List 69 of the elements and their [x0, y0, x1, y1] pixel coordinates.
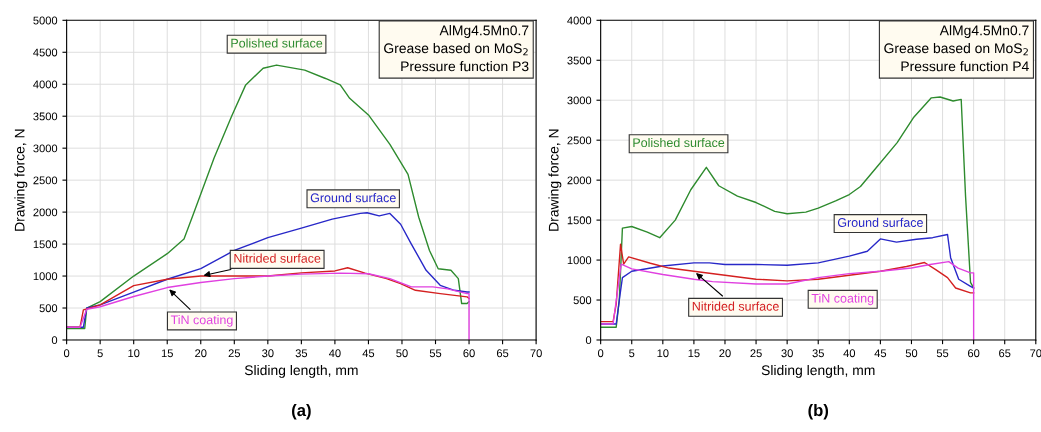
x-tick-label: 25: [228, 349, 241, 358]
x-tick-label: 15: [688, 349, 700, 358]
y-tick-label: 4000: [33, 80, 58, 89]
y-tick-label: 2000: [33, 208, 58, 217]
x-axis-title: Sliding length, mm: [761, 364, 875, 378]
x-tick-label: 0: [598, 349, 604, 358]
x-tick-label: 30: [262, 349, 274, 358]
series-label: Ground surface: [310, 193, 396, 203]
x-tick-label: 20: [719, 349, 731, 358]
line-series: [600, 260, 975, 340]
y-tick-label: 1500: [33, 240, 58, 249]
x-tick-label: 40: [843, 349, 856, 358]
series-label: Nitrided surface: [692, 301, 779, 311]
x-tick-label: 70: [530, 349, 542, 358]
x-tick-label: 50: [396, 349, 408, 358]
x-tick-label: 25: [750, 349, 762, 358]
y-tick-label: 3000: [567, 96, 592, 105]
series-label: Polished surface: [231, 38, 323, 48]
x-tick-label: 40: [328, 349, 341, 358]
x-tick-label: 0: [63, 349, 70, 358]
y-tick-label: 2000: [567, 176, 592, 185]
y-axis-title: Drawing force, N: [548, 129, 562, 231]
x-tick-label: 10: [657, 349, 669, 358]
y-tick-label: 5000: [33, 16, 58, 25]
y-tick-label: 1000: [567, 256, 592, 265]
x-tick-label: 20: [195, 349, 207, 358]
text: Polished surface: [633, 137, 725, 148]
y-tick-label: 1500: [567, 216, 592, 225]
x-tick-label: 30: [781, 349, 793, 358]
x-tick-label: 35: [812, 349, 824, 358]
x-tick-label: 45: [874, 349, 887, 358]
x-tick-label: 65: [999, 349, 1011, 358]
x-tick-label: 50: [905, 349, 918, 358]
annotation: AlMg4.5Mn0.7 Grease based on MoS$_{2}$ Pressure function P4: [884, 25, 1029, 72]
x-tick-label: 55: [429, 349, 442, 358]
x-tick-label: 45: [362, 349, 375, 358]
x-tick-label: 5: [97, 349, 103, 358]
y-tick-label: 4500: [33, 48, 58, 57]
text: (b): [808, 403, 829, 420]
y-tick-label: 3000: [33, 144, 58, 153]
x-tick-label: 10: [128, 349, 140, 358]
series-label: Nitrided surface: [234, 253, 321, 263]
series-label: TiN coating: [811, 293, 874, 306]
x-tick-label: 60: [968, 349, 980, 358]
y-tick-label: 3500: [567, 56, 592, 65]
text: (a): [292, 403, 311, 420]
x-axis-title: Sliding length, mm: [244, 364, 358, 378]
text: TiN coating: [170, 315, 233, 327]
y-tick-label: 0: [585, 336, 592, 345]
y-tick-label: 500: [573, 296, 592, 305]
y-tick-label: 0: [51, 336, 58, 345]
x-tick-label: 15: [161, 349, 173, 358]
line-series: [66, 272, 470, 340]
y-tick-label: 500: [39, 304, 58, 313]
y-tick-label: 2500: [33, 176, 58, 185]
x-tick-label: 5: [629, 349, 635, 358]
x-tick-label: 65: [496, 349, 509, 358]
x-tick-label: 55: [936, 349, 949, 358]
x-tick-label: 60: [463, 349, 475, 358]
y-axis-title: Drawing force, N: [14, 129, 28, 231]
x-tick-label: 70: [1030, 349, 1041, 358]
annotation: AlMg4.5Mn0.7 Grease based on MoS$_{2}$ Pressure function P3: [384, 25, 529, 72]
series-label: Ground surface: [837, 217, 923, 227]
y-tick-label: 3500: [33, 112, 58, 121]
y-tick-label: 4000: [567, 16, 592, 25]
y-tick-label: 2500: [567, 136, 592, 145]
line-series: [600, 96, 975, 328]
y-tick-label: 1000: [33, 272, 58, 281]
x-tick-label: 35: [295, 349, 308, 358]
